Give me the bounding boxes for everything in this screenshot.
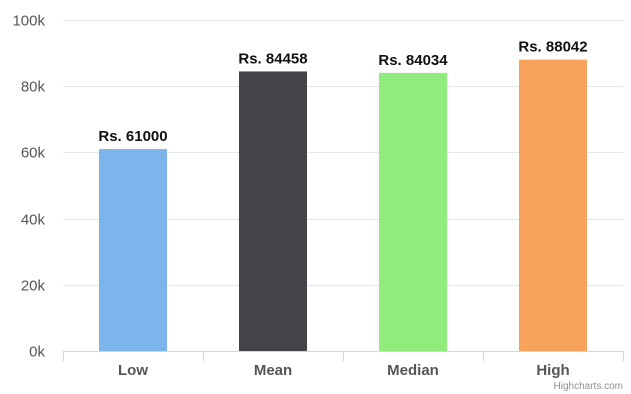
bar-series: [99, 59, 587, 351]
bar-mean: [239, 71, 307, 351]
data-labels: Rs. 61000 Rs. 84458 Rs. 84034 Rs. 88042: [98, 39, 587, 146]
bar-median: [379, 72, 447, 351]
y-tick-label: 100k: [12, 13, 45, 30]
y-tick-label: 20k: [21, 278, 46, 295]
data-label: Rs. 88042: [518, 39, 587, 56]
data-label: Rs. 84034: [378, 52, 448, 69]
y-tick-label: 80k: [21, 79, 46, 96]
y-tick-label: 40k: [21, 212, 46, 229]
bar-low: [99, 149, 167, 351]
data-label: Rs. 84458: [238, 50, 307, 67]
credit-link[interactable]: Highcharts.com: [554, 381, 623, 392]
x-category-label: Low: [118, 362, 148, 379]
x-category-label: Mean: [254, 362, 292, 379]
bar-high: [519, 59, 587, 351]
x-axis: Low Mean Median High: [63, 351, 624, 379]
y-tick-label: 60k: [21, 145, 46, 162]
x-category-label: Median: [387, 362, 439, 379]
y-tick-label: 0k: [29, 344, 45, 361]
x-category-label: High: [536, 362, 569, 379]
data-label: Rs. 61000: [98, 128, 167, 145]
